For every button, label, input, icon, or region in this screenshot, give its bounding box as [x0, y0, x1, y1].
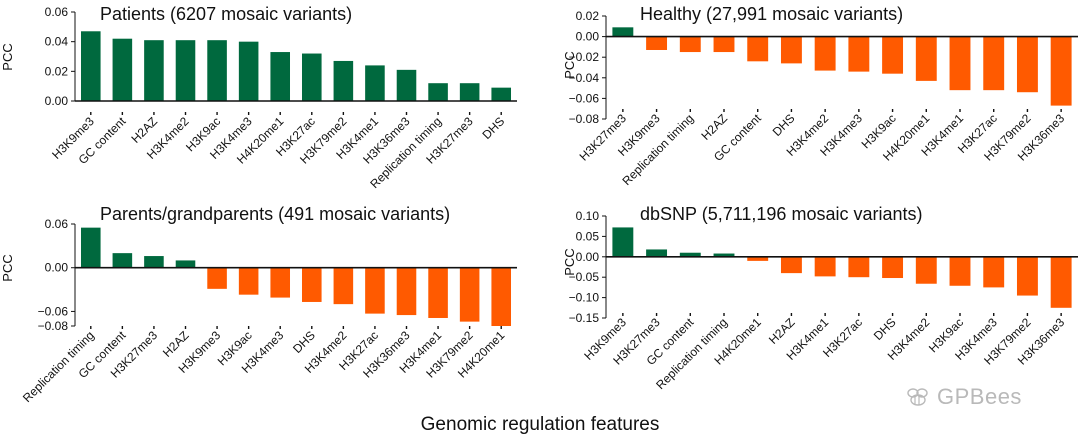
y-tick-label: 0.06	[45, 217, 69, 231]
bar	[396, 267, 417, 316]
x-tick-label: DHS	[290, 328, 318, 356]
bar	[1050, 256, 1072, 308]
bar	[713, 253, 735, 257]
bar	[207, 267, 227, 289]
y-tick-label: −0.06	[569, 91, 600, 105]
bar	[238, 267, 259, 295]
bar	[175, 40, 196, 101]
bar	[679, 252, 701, 257]
chart-title: Healthy (27,991 mosaic variants)	[640, 4, 903, 24]
bar	[848, 36, 870, 72]
bar	[144, 40, 164, 101]
chart-panel-1: Patients (6207 mosaic variants) PCC 0.06 0.…	[0, 4, 517, 191]
bee-icon	[907, 388, 928, 406]
bar	[80, 227, 101, 268]
bar	[612, 227, 634, 257]
bar	[207, 40, 227, 101]
bar	[238, 41, 259, 101]
y-tick-label: −0.06	[38, 304, 69, 318]
bar	[915, 36, 937, 81]
y-axis-label: PCC	[0, 254, 15, 281]
chart-title: Patients (6207 mosaic variants)	[100, 4, 352, 24]
bar	[848, 256, 870, 278]
y-axis-label: PCC	[0, 43, 15, 70]
y-tick-label: −0.04	[569, 71, 600, 85]
bar	[983, 36, 1005, 91]
chart-panel-2: Healthy (27,991 mosaic variants) PCC 0.02 0…	[562, 4, 1078, 188]
x-tick-label: DHS	[770, 111, 798, 139]
bar	[882, 36, 904, 74]
y-tick-label: −0.10	[569, 291, 600, 305]
bar	[949, 256, 971, 286]
bar	[459, 267, 480, 322]
watermark: GPBees	[905, 384, 1022, 410]
bar	[780, 36, 802, 64]
bar	[270, 267, 291, 298]
y-tick-label: 0.02	[45, 64, 69, 78]
chart-title: Parents/grandparents (491 mosaic variant…	[100, 204, 450, 224]
bar	[646, 36, 668, 50]
bar	[949, 36, 971, 91]
bar	[713, 36, 735, 53]
y-tick-label: −0.08	[38, 319, 69, 333]
y-tick-label: 0.06	[45, 5, 69, 19]
chart-panel-4: dbSNP (5,711,196 mosaic variants) PCC 0.10…	[562, 204, 1078, 392]
bar	[270, 52, 291, 101]
bar	[333, 60, 354, 101]
bar	[814, 256, 836, 277]
bar	[428, 267, 448, 318]
x-tick-label: DHS	[871, 315, 899, 343]
bar	[612, 27, 634, 37]
chart-panel-3: Parents/grandparents (491 mosaic variant…	[0, 204, 517, 405]
bar	[646, 249, 668, 257]
y-axis-label: PCC	[562, 248, 577, 275]
y-tick-label: −0.02	[569, 50, 600, 64]
y-tick-label: 0.02	[576, 9, 600, 23]
bar	[915, 256, 937, 284]
watermark-text: GPBees	[937, 384, 1022, 409]
bar	[679, 36, 701, 53]
y-tick-label: 0.04	[45, 35, 69, 49]
bar	[491, 87, 512, 101]
bar	[112, 38, 133, 101]
bar	[144, 256, 164, 268]
y-tick-label: 0.10	[576, 209, 600, 223]
x-tick-label: H2AZ	[766, 315, 798, 347]
y-tick-label: 0.00	[576, 30, 600, 44]
y-tick-label: 0.05	[576, 229, 600, 243]
x-tick-label: DHS	[480, 114, 508, 142]
bar	[780, 256, 802, 274]
bar	[365, 267, 385, 314]
y-axis-label: PCC	[562, 51, 577, 78]
bar	[983, 256, 1005, 288]
bar	[365, 65, 385, 101]
bar	[459, 83, 480, 101]
bar	[1050, 36, 1072, 106]
bar	[396, 69, 417, 101]
bar	[814, 36, 836, 71]
bar	[333, 267, 354, 305]
bar	[301, 267, 322, 302]
overall-x-axis-label: Genomic regulation features	[420, 414, 660, 435]
bar	[491, 267, 512, 326]
bar	[112, 253, 133, 268]
bar	[80, 31, 101, 101]
bar	[747, 256, 769, 261]
bar	[882, 256, 904, 279]
y-tick-label: 0.00	[576, 250, 600, 264]
chart-title: dbSNP (5,711,196 mosaic variants)	[640, 204, 922, 224]
bar	[1016, 36, 1038, 93]
x-tick-label: H2AZ	[699, 111, 731, 143]
bar	[747, 36, 769, 62]
y-tick-label: −0.08	[569, 112, 600, 126]
y-tick-label: −0.05	[569, 270, 600, 284]
bar	[175, 260, 196, 268]
bar	[1016, 256, 1038, 296]
bar	[301, 53, 322, 101]
bar	[428, 83, 448, 101]
y-tick-label: −0.15	[569, 311, 600, 325]
y-tick-label: 0.00	[45, 261, 69, 275]
y-tick-label: 0.00	[45, 94, 69, 108]
